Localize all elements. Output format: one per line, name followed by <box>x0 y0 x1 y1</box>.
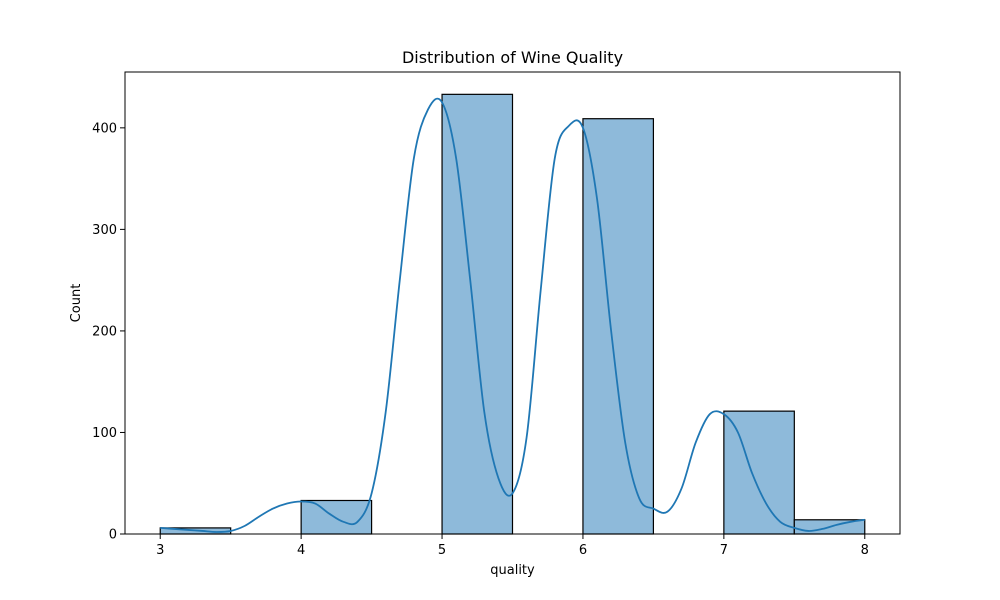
y-tick-label-300: 300 <box>92 223 117 238</box>
histogram-bar-4 <box>441 93 514 535</box>
chart-title: Distribution of Wine Quality <box>402 48 623 67</box>
x-tick-label-5: 5 <box>438 543 446 558</box>
y-tick-label-400: 400 <box>92 121 117 136</box>
x-tick-label-4: 4 <box>297 543 305 558</box>
y-axis-ticks: 0 100 200 300 400 <box>92 121 125 543</box>
kde-curve <box>160 97 865 533</box>
histogram-bar-2 <box>300 499 373 535</box>
x-axis-label: quality <box>490 563 535 578</box>
y-tick-label-100: 100 <box>92 426 117 441</box>
x-axis-ticks: 3 4 5 6 7 8 <box>156 534 869 558</box>
histogram-bars <box>159 93 866 535</box>
y-axis-label: Count <box>69 284 84 323</box>
x-tick-label-6: 6 <box>579 543 587 558</box>
histogram-bar-8 <box>723 410 795 535</box>
x-tick-label-3: 3 <box>156 543 164 558</box>
y-tick-label-200: 200 <box>92 324 117 339</box>
x-tick-label-8: 8 <box>861 543 869 558</box>
plot-area <box>124 71 901 535</box>
y-tick-label-0: 0 <box>109 528 117 543</box>
x-tick-label-7: 7 <box>720 543 728 558</box>
